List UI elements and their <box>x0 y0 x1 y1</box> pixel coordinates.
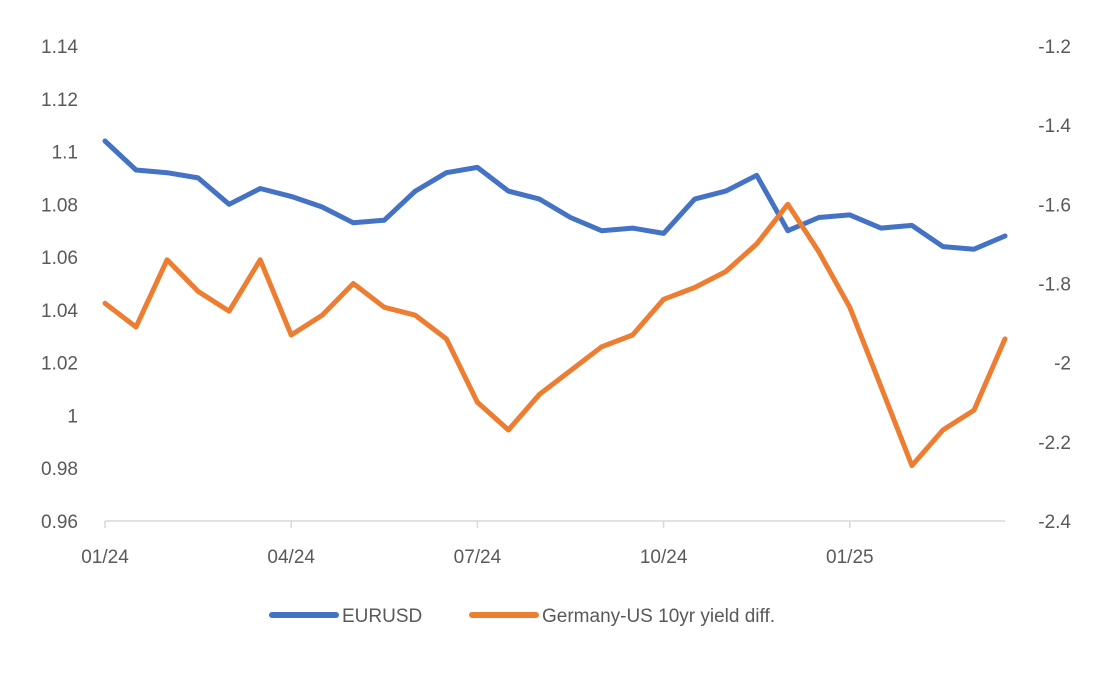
y-left-tick-label: 0.96 <box>41 512 78 533</box>
y-left-tick-label: 1.02 <box>41 354 78 375</box>
y-left-tick-label: 1.14 <box>41 37 78 58</box>
series-layer <box>102 138 1008 469</box>
y-right-tick-label: -2.2 <box>1038 433 1071 454</box>
y-right-tick-label: -1.6 <box>1038 195 1071 216</box>
y-right-axis-ticks: -2.4 -2.2 -2 -1.8 -1.6 -1.4 -1.2 <box>1038 37 1071 533</box>
series-line-yield-diff <box>102 201 1008 469</box>
y-right-tick-label: -2 <box>1054 354 1071 375</box>
y-left-tick-label: 0.98 <box>41 459 78 480</box>
y-left-tick-label: 1.06 <box>41 248 78 269</box>
x-tick-label: 07/24 <box>454 547 502 568</box>
y-right-tick-label: -2.4 <box>1038 512 1071 533</box>
x-axis-ticks: 01/24 04/24 07/24 10/24 01/25 <box>81 521 874 568</box>
x-tick-label: 10/24 <box>640 547 688 568</box>
x-tick-label: 04/24 <box>267 547 315 568</box>
y-left-tick-label: 1.08 <box>41 195 78 216</box>
y-left-tick-label: 1.12 <box>41 90 78 111</box>
x-tick-label: 01/25 <box>826 547 874 568</box>
y-left-tick-label: 1 <box>67 406 78 427</box>
y-left-tick-label: 1.04 <box>41 301 78 322</box>
legend-label-yield-diff: Germany-US 10yr yield diff. <box>542 606 775 627</box>
y-left-tick-label: 1.1 <box>52 143 78 164</box>
series-line-eurusd <box>102 138 1008 252</box>
legend-label-eurusd: EURUSD <box>342 606 422 627</box>
x-tick-label: 01/24 <box>81 547 129 568</box>
y-right-tick-label: -1.2 <box>1038 37 1071 58</box>
y-left-axis-ticks: 0.96 0.98 1 1.02 1.04 1.06 1.08 1.1 1.12 1.14 <box>41 37 78 533</box>
y-right-tick-label: -1.8 <box>1038 275 1071 296</box>
legend: EURUSD Germany-US 10yr yield diff. <box>269 606 775 627</box>
y-right-tick-label: -1.4 <box>1038 116 1071 137</box>
